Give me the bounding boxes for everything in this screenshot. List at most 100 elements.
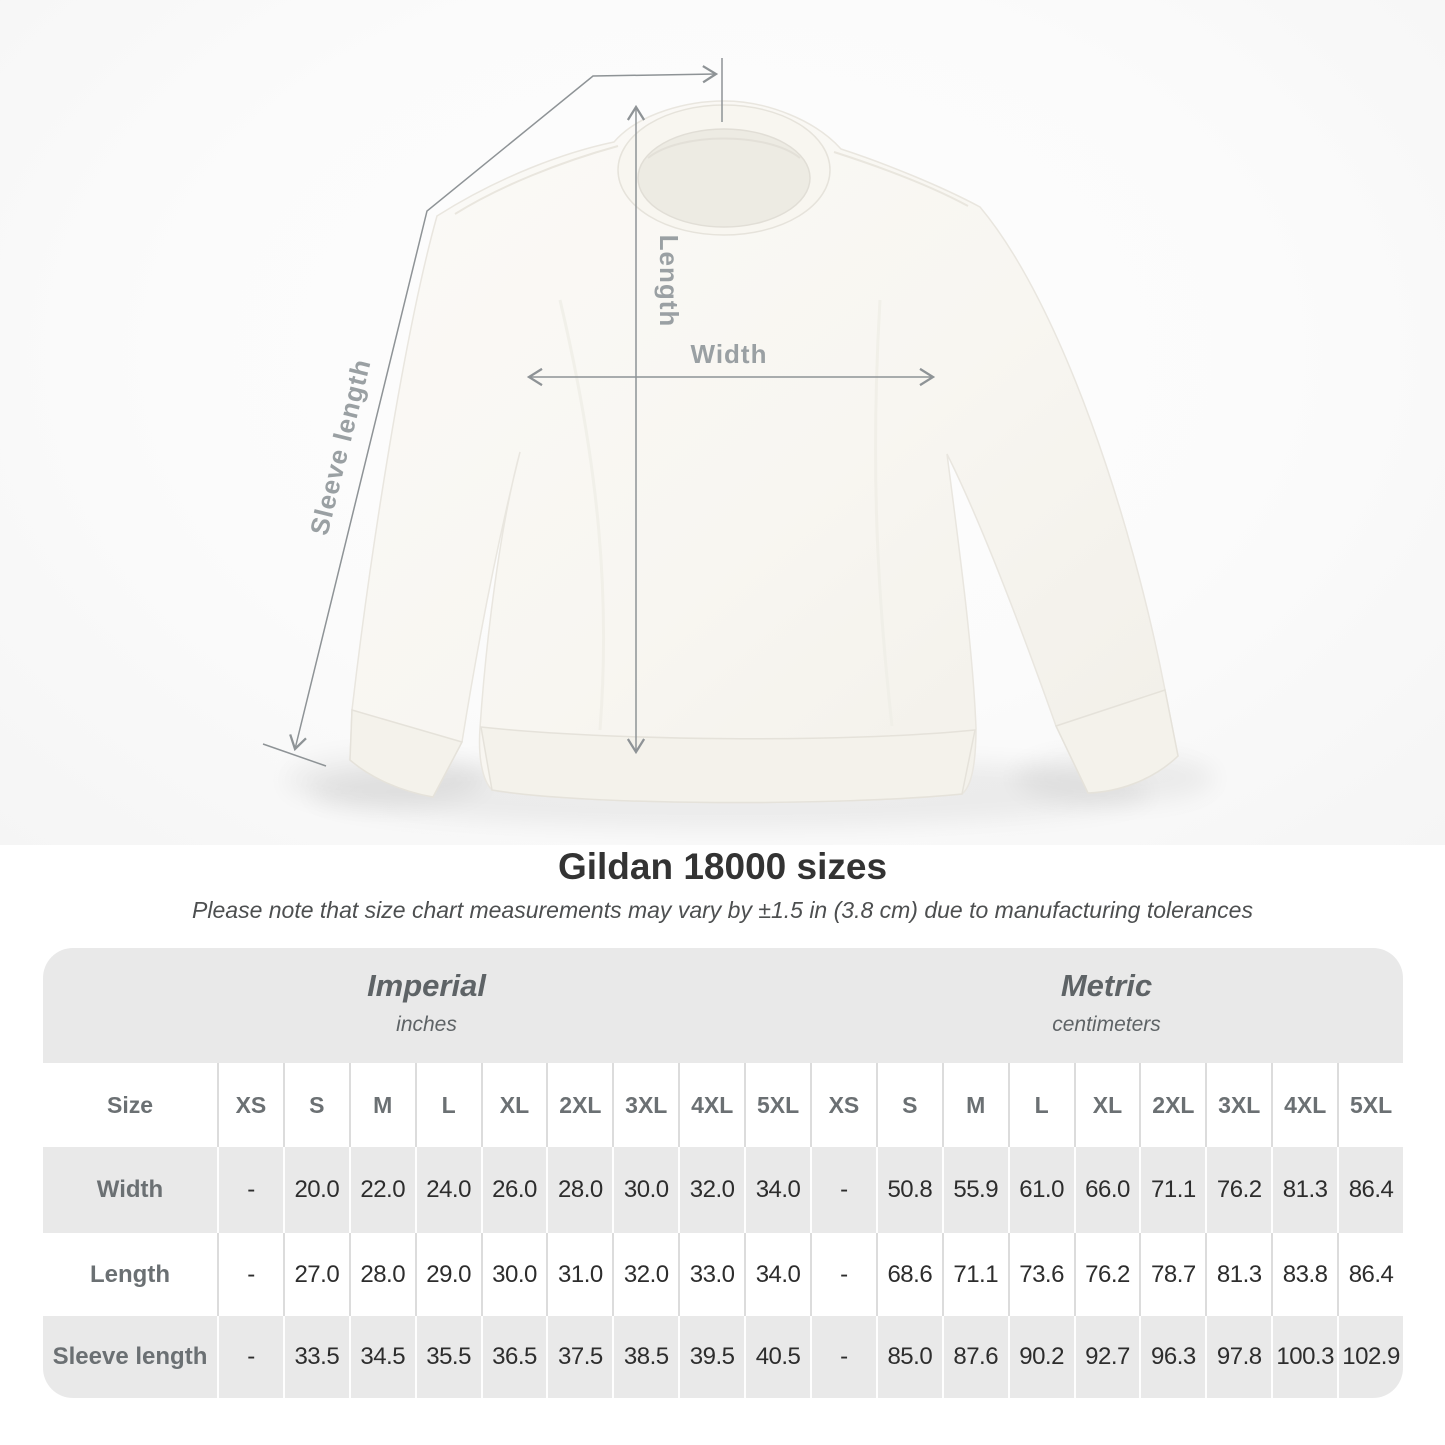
cell: 71.1 bbox=[1139, 1147, 1205, 1233]
cell: 68.6 bbox=[875, 1233, 942, 1316]
cell: 39.5 bbox=[678, 1316, 744, 1398]
sweatshirt-image bbox=[349, 100, 1179, 804]
cell: 28.0 bbox=[546, 1147, 612, 1233]
cell: 100.3 bbox=[1271, 1316, 1337, 1398]
metric-group-name: Metric bbox=[1060, 968, 1153, 1003]
cell: 76.2 bbox=[1073, 1233, 1140, 1316]
size-col: L bbox=[414, 1063, 481, 1147]
cell: 61.0 bbox=[1007, 1147, 1074, 1233]
cell: 86.4 bbox=[1337, 1233, 1403, 1316]
cell: 87.6 bbox=[941, 1316, 1008, 1398]
imperial-group-header: Imperial inches bbox=[43, 948, 810, 1063]
size-col: XS bbox=[217, 1063, 283, 1147]
cell: 30.0 bbox=[612, 1147, 678, 1233]
size-col: S bbox=[875, 1063, 942, 1147]
cell: 34.0 bbox=[744, 1147, 810, 1233]
cell: 29.0 bbox=[414, 1233, 481, 1316]
size-col: 3XL bbox=[612, 1063, 678, 1147]
cell: 96.3 bbox=[1139, 1316, 1205, 1398]
cell: 86.4 bbox=[1337, 1147, 1403, 1233]
sleeve-length-label: Sleeve length bbox=[304, 356, 377, 539]
cell: 76.2 bbox=[1205, 1147, 1271, 1233]
size-col: 4XL bbox=[678, 1063, 744, 1147]
cell: 33.5 bbox=[282, 1316, 349, 1398]
page-title: Gildan 18000 sizes bbox=[557, 846, 888, 887]
cell: 78.7 bbox=[1139, 1233, 1205, 1316]
imperial-group-unit: inches bbox=[396, 1013, 457, 1036]
cell: 92.7 bbox=[1073, 1316, 1140, 1398]
cell: 30.0 bbox=[480, 1233, 547, 1316]
size-column-header: Size bbox=[106, 1091, 154, 1118]
cell: 40.5 bbox=[744, 1316, 810, 1398]
sweatshirt-diagram: Length Width Sleeve length bbox=[262, 58, 1215, 828]
size-col: XL bbox=[1073, 1063, 1140, 1147]
right-cuff-ribbing bbox=[1054, 689, 1179, 794]
cell: 50.8 bbox=[875, 1147, 942, 1233]
cell: 32.0 bbox=[612, 1233, 678, 1316]
metric-group-header: Metric centimeters bbox=[810, 948, 1403, 1063]
cell: 97.8 bbox=[1205, 1316, 1271, 1398]
cell: 24.0 bbox=[414, 1147, 481, 1233]
width-label: Width bbox=[691, 339, 768, 369]
size-col: XL bbox=[480, 1063, 547, 1147]
size-col: 2XL bbox=[546, 1063, 612, 1147]
cell: - bbox=[217, 1147, 283, 1233]
tolerance-note: Please note that size chart measurements… bbox=[192, 897, 1253, 923]
row-label: Length bbox=[90, 1260, 170, 1288]
cell: 66.0 bbox=[1073, 1147, 1140, 1233]
cell: 22.0 bbox=[348, 1147, 415, 1233]
table-row-sleeve-length: Sleeve length - 33.5 34.5 35.5 36.5 37.5… bbox=[43, 1316, 1403, 1398]
size-col: M bbox=[941, 1063, 1008, 1147]
cell: 102.9 bbox=[1337, 1316, 1403, 1398]
product-photo-area: Length Width Sleeve length bbox=[0, 0, 1445, 845]
imperial-group-name: Imperial bbox=[367, 968, 486, 1003]
cell: - bbox=[217, 1316, 283, 1398]
cell: 34.0 bbox=[744, 1233, 810, 1316]
cell: 26.0 bbox=[480, 1147, 547, 1233]
cell: - bbox=[809, 1316, 876, 1398]
cell: 32.0 bbox=[678, 1147, 744, 1233]
collar bbox=[617, 104, 831, 236]
cell: 55.9 bbox=[941, 1147, 1008, 1233]
size-table: Imperial inches Metric centimeters Size … bbox=[43, 948, 1403, 1398]
cell: 83.8 bbox=[1271, 1233, 1337, 1316]
unit-group-band: Imperial inches Metric centimeters bbox=[43, 948, 1403, 1063]
cell: 71.1 bbox=[941, 1233, 1008, 1316]
cell: 81.3 bbox=[1271, 1147, 1337, 1233]
size-col: 5XL bbox=[744, 1063, 810, 1147]
sleeve-length-arrow bbox=[262, 58, 723, 767]
row-label: Sleeve length bbox=[52, 1343, 208, 1370]
row-label: Width bbox=[96, 1176, 164, 1203]
cell: 20.0 bbox=[282, 1147, 349, 1233]
measurement-lines bbox=[262, 58, 936, 767]
sleeve-end-tick bbox=[262, 743, 327, 767]
cell: 33.0 bbox=[678, 1233, 744, 1316]
cell: 37.5 bbox=[546, 1316, 612, 1398]
cell: - bbox=[809, 1233, 876, 1316]
cell: 27.0 bbox=[282, 1233, 349, 1316]
cell: 90.2 bbox=[1007, 1316, 1074, 1398]
size-col: S bbox=[282, 1063, 349, 1147]
hem-ribbing bbox=[480, 726, 976, 804]
cell: 35.5 bbox=[414, 1316, 481, 1398]
size-col: 5XL bbox=[1337, 1063, 1403, 1147]
cell: - bbox=[809, 1147, 876, 1233]
cell: 36.5 bbox=[480, 1316, 547, 1398]
cell: 31.0 bbox=[546, 1233, 612, 1316]
cell: 34.5 bbox=[348, 1316, 415, 1398]
metric-group-unit: centimeters bbox=[1052, 1013, 1161, 1036]
cell: 38.5 bbox=[612, 1316, 678, 1398]
size-col: 2XL bbox=[1139, 1063, 1205, 1147]
cell: 81.3 bbox=[1205, 1233, 1271, 1316]
size-col: L bbox=[1007, 1063, 1074, 1147]
size-col: M bbox=[348, 1063, 415, 1147]
size-col: 4XL bbox=[1271, 1063, 1337, 1147]
cell: 73.6 bbox=[1007, 1233, 1074, 1316]
size-col: 3XL bbox=[1205, 1063, 1271, 1147]
size-col: XS bbox=[809, 1063, 876, 1147]
cell: 28.0 bbox=[348, 1233, 415, 1316]
size-header-row: Size XS S M L XL 2XL 3XL 4XL 5XL XS S M … bbox=[43, 1063, 1403, 1147]
table-row-length: Length - 27.0 28.0 29.0 30.0 31.0 32.0 3… bbox=[43, 1233, 1403, 1316]
cell: 85.0 bbox=[875, 1316, 942, 1398]
